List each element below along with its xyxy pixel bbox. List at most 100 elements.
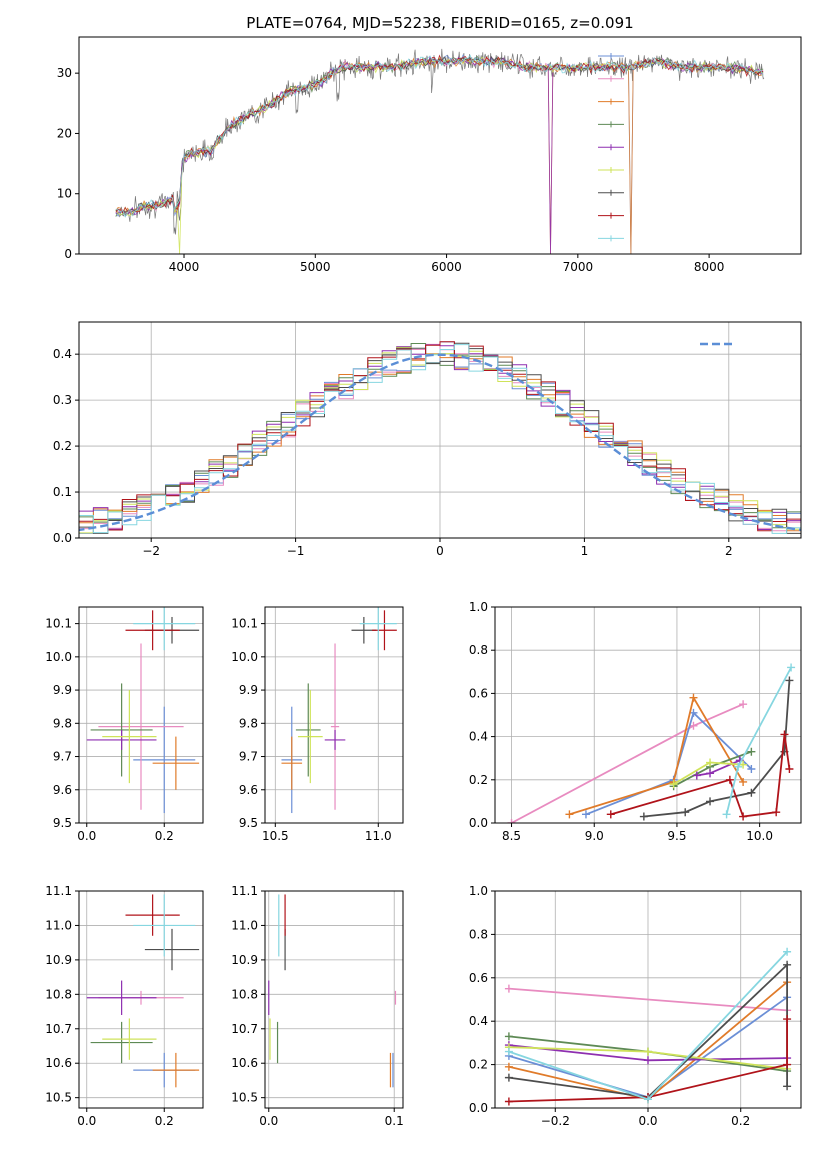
mass-weight-point [639, 812, 648, 821]
mass-weight-line [643, 680, 791, 818]
mass-weight-point [681, 808, 690, 817]
x-tick-label: 9.5 [667, 829, 686, 843]
plot-area [86, 894, 200, 1088]
mass-weight-line [585, 711, 753, 816]
x-tick-label: 8.5 [502, 829, 521, 843]
plot-area [268, 894, 397, 1088]
y-tick-label: 9.5 [239, 816, 258, 830]
mass-weight-point [747, 747, 756, 756]
mass-weight-point [785, 765, 794, 773]
y-tick-label: 10.7 [231, 1022, 258, 1036]
age-vs-metallicity-panel: 0.0 0.2 9.5 9.6 9.7 9.8 9.9 10.0 10.1 [45, 606, 204, 843]
y-tick-label: 20 [57, 126, 72, 140]
mass-weight-point [783, 1082, 792, 1091]
mass-weight-point [644, 1056, 652, 1065]
axes-frame [78, 606, 204, 824]
model-spectrum-line [115, 54, 764, 216]
y-tick-label: 10 [57, 187, 72, 201]
y-tick-label: 0.0 [469, 816, 488, 830]
y-tick-label: 10.8 [231, 987, 258, 1001]
mass-weight-point [504, 1032, 513, 1041]
model-spectrum-line [115, 54, 764, 254]
y-tick-label: 10.8 [45, 987, 72, 1001]
mass-weight-line [725, 667, 792, 815]
mass-weight-point [783, 1060, 792, 1069]
x-tick-label: 6000 [431, 260, 462, 274]
x-tick-label: 8000 [694, 260, 725, 274]
x-tick-label: −2 [142, 544, 160, 558]
mass-weight-point [785, 676, 794, 685]
normal-reference-curve [79, 353, 801, 532]
plot-area [504, 947, 792, 1106]
y-tick-label: 9.7 [53, 750, 72, 764]
axes-frame [264, 606, 404, 824]
y-tick-label: 0.4 [469, 1014, 488, 1028]
y-tick-label: 10.5 [231, 1091, 258, 1105]
y-tick-label: 10.0 [45, 650, 72, 664]
y-tick-label: 9.8 [239, 716, 258, 730]
x-tick-label: 0.0 [77, 1114, 96, 1128]
y-tick-label: 0.6 [469, 686, 488, 700]
mass-weight-point [739, 812, 748, 821]
y-tick-label: 0.3 [53, 393, 72, 407]
y-tick-label: 10.1 [45, 617, 72, 631]
y-tick-label: 0.1 [53, 485, 72, 499]
mass-weight-point [692, 771, 701, 780]
y-tick-label: 0.2 [53, 439, 72, 453]
x-tick-label: 9.0 [585, 829, 604, 843]
plot-area [281, 607, 397, 814]
mass-weight-point [581, 810, 590, 819]
y-tick-label: 0.2 [469, 773, 488, 787]
massweight-vs-age-panel: 8.5 9.0 9.5 10.0 0.0 0.2 0.4 0.6 0.8 1.0 [469, 600, 802, 843]
y-tick-label: 10.0 [231, 650, 258, 664]
mass-weight-point [734, 762, 743, 771]
mass-weight-point [669, 780, 678, 789]
mass-weight-line [508, 1019, 788, 1103]
x-tick-label: 0 [436, 544, 444, 558]
y-tick-label: 10.9 [231, 953, 258, 967]
x-tick-label: 7000 [563, 260, 594, 274]
y-tick-label: 0.0 [469, 1101, 488, 1115]
y-tick-label: 10.1 [231, 617, 258, 631]
y-tick-label: 11.0 [45, 918, 72, 932]
mass-weight-point [504, 1097, 513, 1106]
y-tick-label: 0.8 [469, 643, 488, 657]
mass-weight-point [689, 693, 698, 702]
x-tick-label: 0.2 [731, 1114, 750, 1128]
model-spectrum-line [115, 56, 764, 254]
mass-weight-point [504, 1047, 513, 1056]
mass-vs-ebv-panel: 0.0 0.1 10.5 10.6 10.7 10.8 10.9 11.0 11.1 [231, 884, 403, 1128]
mass-weight-point [783, 947, 792, 956]
y-tick-label: 10.5 [45, 1091, 72, 1105]
mass-weight-point [747, 765, 756, 773]
x-tick-label: 0.2 [155, 829, 174, 843]
mass-weight-point [706, 758, 715, 767]
mass-weight-point [747, 788, 756, 797]
mass-weight-line [610, 734, 791, 818]
mass-weight-point [725, 775, 734, 784]
model-spectrum-line [115, 54, 764, 218]
y-tick-label: 9.7 [239, 750, 258, 764]
x-tick-label: 1 [581, 544, 589, 558]
y-tick-label: 9.5 [53, 816, 72, 830]
y-tick-label: 30 [57, 66, 72, 80]
mass-weight-point [739, 700, 748, 709]
x-tick-label: 0.0 [638, 1114, 657, 1128]
y-tick-label: 11.0 [231, 918, 258, 932]
y-tick-label: 11.1 [45, 884, 72, 898]
axes-frame [494, 606, 802, 824]
x-tick-label: 0.1 [385, 1114, 404, 1128]
x-tick-label: 4000 [169, 260, 200, 274]
mass-weight-line [569, 695, 744, 816]
mass-weight-point [739, 777, 748, 786]
axes-frame [78, 36, 802, 255]
model-spectrum-line [115, 55, 764, 254]
x-tick-label: 2 [725, 544, 733, 558]
mass-weight-point [507, 819, 516, 823]
spectrum-panel: 4000 5000 6000 7000 8000 0 10 20 30 [57, 36, 802, 274]
y-tick-label: 0 [64, 247, 72, 261]
mass-weight-point [504, 984, 513, 993]
y-tick-label: 10.9 [45, 953, 72, 967]
axes-frame [264, 890, 404, 1109]
model-spectrum-line [115, 58, 764, 215]
